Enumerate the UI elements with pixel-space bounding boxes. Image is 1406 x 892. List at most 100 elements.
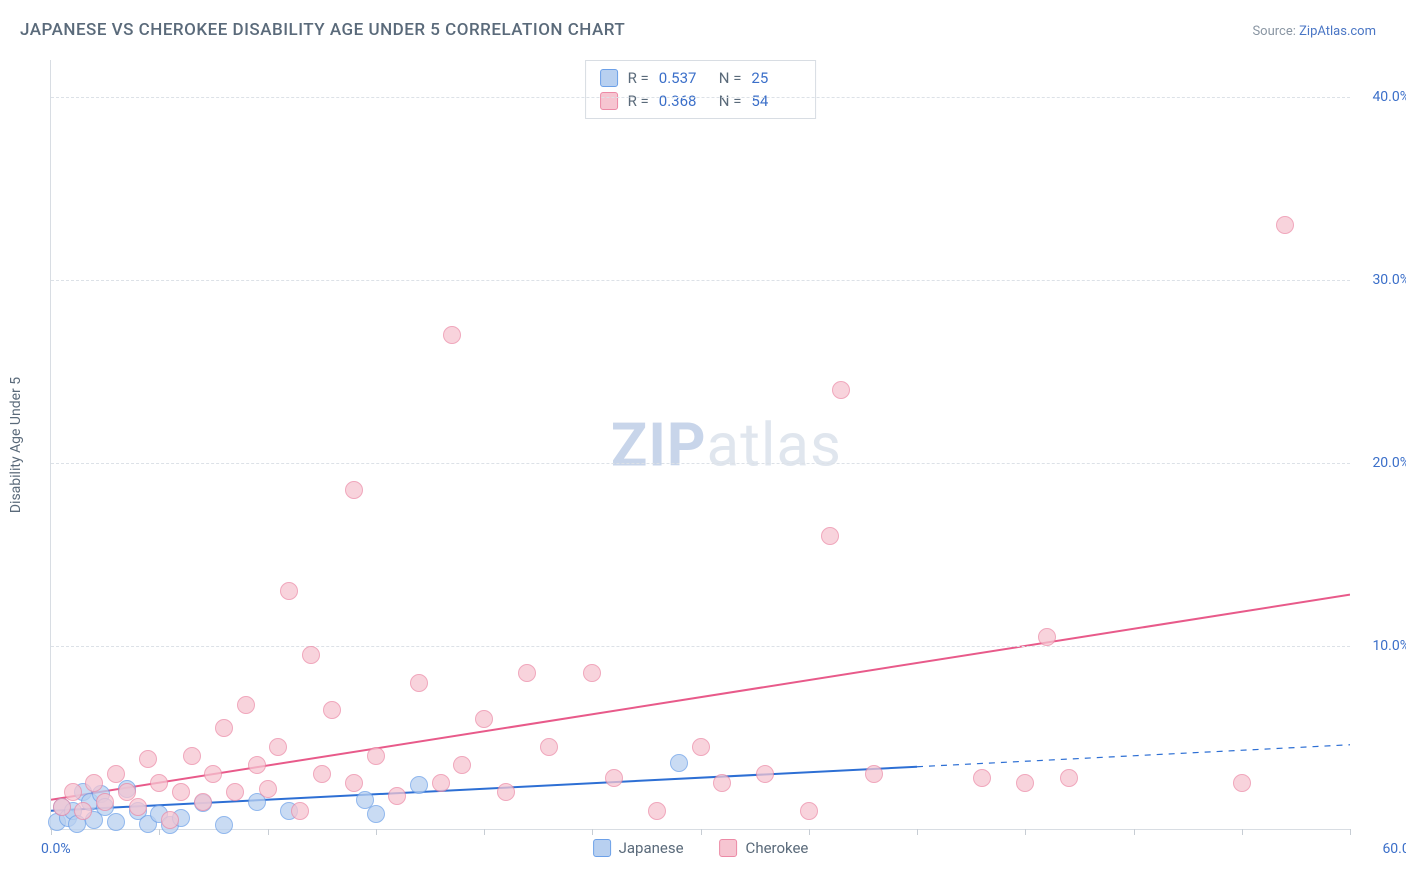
ytick-label: 40.0% bbox=[1355, 89, 1406, 105]
scatter-point bbox=[85, 774, 103, 792]
scatter-point bbox=[64, 783, 82, 801]
scatter-point bbox=[269, 738, 287, 756]
xaxis-label-min: 0.0% bbox=[41, 841, 71, 857]
scatter-point bbox=[1276, 216, 1294, 234]
xtick bbox=[917, 829, 918, 835]
correlation-legend-row: R =0.537N =25 bbox=[600, 67, 802, 90]
scatter-point bbox=[237, 696, 255, 714]
watermark: ZIPatlas bbox=[611, 409, 842, 480]
scatter-point bbox=[161, 811, 179, 829]
chart-container: JAPANESE VS CHEROKEE DISABILITY AGE UNDE… bbox=[0, 0, 1406, 892]
scatter-point bbox=[540, 738, 558, 756]
series-legend: Japanese Cherokee bbox=[593, 839, 809, 857]
xtick bbox=[592, 829, 593, 835]
correlation-legend: R =0.537N =25R =0.368N =54 bbox=[585, 60, 817, 119]
scatter-point bbox=[388, 787, 406, 805]
legend-r-value: 0.368 bbox=[659, 90, 709, 113]
scatter-point bbox=[692, 738, 710, 756]
scatter-point bbox=[74, 802, 92, 820]
scatter-point bbox=[1016, 774, 1034, 792]
scatter-point bbox=[323, 701, 341, 719]
series-legend-label: Cherokee bbox=[746, 839, 809, 857]
scatter-point bbox=[518, 664, 536, 682]
scatter-point bbox=[215, 816, 233, 834]
legend-swatch bbox=[600, 69, 618, 87]
scatter-point bbox=[367, 805, 385, 823]
xtick bbox=[376, 829, 377, 835]
scatter-point bbox=[280, 582, 298, 600]
scatter-point bbox=[96, 793, 114, 811]
scatter-point bbox=[183, 747, 201, 765]
xaxis-label-max: 60.0% bbox=[1382, 841, 1406, 857]
scatter-point bbox=[832, 381, 850, 399]
legend-r-label: R = bbox=[628, 67, 649, 90]
gridline bbox=[51, 280, 1350, 281]
scatter-point bbox=[302, 646, 320, 664]
scatter-point bbox=[226, 783, 244, 801]
trend-lines-svg bbox=[51, 60, 1350, 829]
scatter-point bbox=[973, 769, 991, 787]
scatter-point bbox=[139, 750, 157, 768]
scatter-point bbox=[453, 756, 471, 774]
scatter-point bbox=[1233, 774, 1251, 792]
source-link[interactable]: ZipAtlas.com bbox=[1299, 24, 1376, 39]
scatter-point bbox=[497, 783, 515, 801]
legend-n-label: N = bbox=[719, 90, 742, 113]
legend-swatch bbox=[720, 839, 738, 857]
xtick bbox=[484, 829, 485, 835]
xtick bbox=[1025, 829, 1026, 835]
source-label: Source: bbox=[1252, 24, 1295, 39]
scatter-point bbox=[291, 802, 309, 820]
scatter-point bbox=[313, 765, 331, 783]
scatter-point bbox=[345, 481, 363, 499]
scatter-point bbox=[432, 774, 450, 792]
scatter-point bbox=[605, 769, 623, 787]
xtick bbox=[159, 829, 160, 835]
legend-n-label: N = bbox=[719, 67, 742, 90]
legend-swatch bbox=[593, 839, 611, 857]
xtick bbox=[51, 829, 52, 835]
ytick-label: 10.0% bbox=[1355, 638, 1406, 654]
correlation-legend-row: R = 0.368 N = 54 bbox=[600, 90, 802, 113]
xtick bbox=[809, 829, 810, 835]
legend-n-value: 54 bbox=[751, 90, 801, 113]
scatter-point bbox=[648, 802, 666, 820]
scatter-point bbox=[410, 674, 428, 692]
scatter-point bbox=[150, 774, 168, 792]
scatter-point bbox=[129, 798, 147, 816]
scatter-point bbox=[865, 765, 883, 783]
xtick bbox=[1350, 829, 1351, 835]
legend-n-value: 25 bbox=[751, 67, 801, 90]
scatter-point bbox=[345, 774, 363, 792]
scatter-point bbox=[410, 776, 428, 794]
source-attribution: Source: ZipAtlas.com bbox=[1252, 24, 1376, 39]
scatter-point bbox=[215, 719, 233, 737]
scatter-point bbox=[204, 765, 222, 783]
series-legend-label: Japanese bbox=[619, 839, 684, 857]
scatter-point bbox=[172, 783, 190, 801]
gridline bbox=[51, 646, 1350, 647]
legend-r-label: R = bbox=[628, 90, 649, 113]
scatter-point bbox=[756, 765, 774, 783]
trend-line-extrapolated bbox=[917, 745, 1350, 767]
scatter-point bbox=[1038, 628, 1056, 646]
scatter-point bbox=[821, 527, 839, 545]
scatter-point bbox=[107, 765, 125, 783]
series-legend-item: Japanese bbox=[593, 839, 684, 857]
scatter-point bbox=[1060, 769, 1078, 787]
gridline bbox=[51, 463, 1350, 464]
scatter-point bbox=[713, 774, 731, 792]
xtick bbox=[701, 829, 702, 835]
yaxis-title: Disability Age Under 5 bbox=[8, 376, 24, 512]
scatter-point bbox=[53, 798, 71, 816]
xtick bbox=[1242, 829, 1243, 835]
scatter-point bbox=[194, 793, 212, 811]
xtick bbox=[268, 829, 269, 835]
chart-title: JAPANESE VS CHEROKEE DISABILITY AGE UNDE… bbox=[20, 20, 625, 40]
scatter-point bbox=[800, 802, 818, 820]
legend-swatch bbox=[600, 92, 618, 110]
xtick bbox=[1134, 829, 1135, 835]
gridline bbox=[51, 97, 1350, 98]
scatter-point bbox=[259, 780, 277, 798]
plot-area: Disability Age Under 5 ZIPatlas R =0.537… bbox=[50, 60, 1350, 830]
